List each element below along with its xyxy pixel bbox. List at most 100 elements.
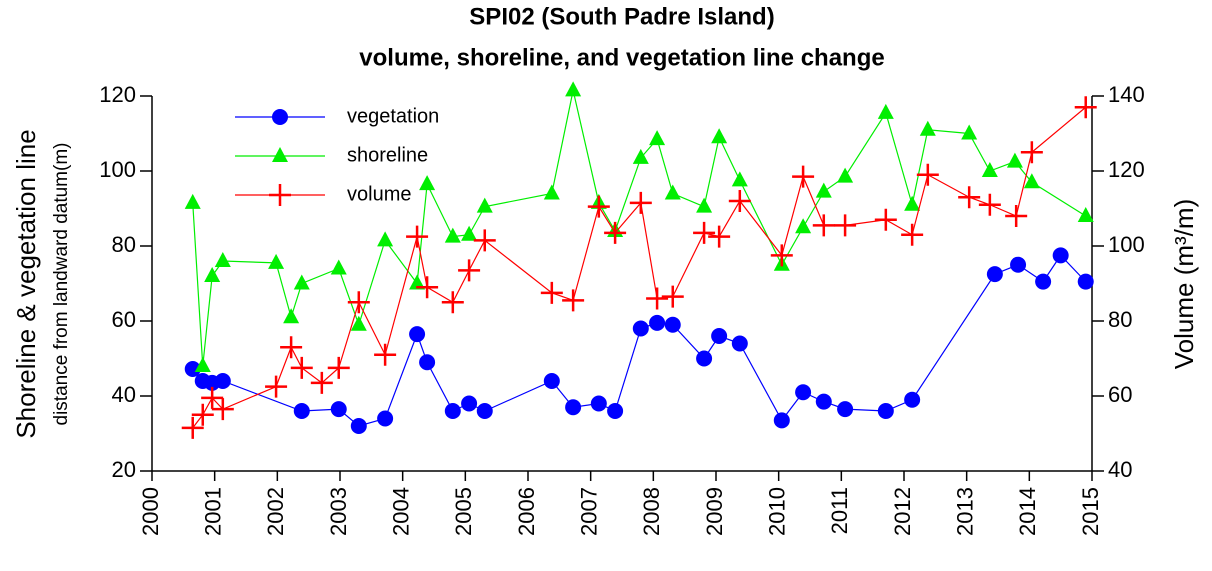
point — [874, 208, 897, 231]
point — [444, 403, 461, 419]
point — [696, 350, 713, 367]
series-line — [192, 254, 1087, 427]
x-tick-label: 2007 — [576, 487, 601, 536]
point — [649, 130, 666, 146]
point — [416, 276, 439, 299]
x-tick-label: 2012 — [890, 487, 915, 536]
point — [661, 285, 684, 308]
y-tick-label: 20 — [112, 457, 136, 482]
x-tick-label: 2005 — [451, 487, 476, 536]
point — [184, 193, 201, 209]
point — [877, 403, 894, 419]
point — [409, 274, 426, 290]
point — [562, 289, 585, 312]
point — [837, 401, 854, 418]
chart-title: volume, shoreline, and vegetation line c… — [359, 44, 884, 71]
point — [310, 371, 333, 394]
point — [409, 326, 426, 343]
y2-axis-label: Volume (m³/m) — [1169, 199, 1199, 369]
point — [214, 373, 231, 389]
point — [419, 175, 436, 191]
point — [327, 356, 350, 379]
point — [632, 320, 649, 337]
x-tick-label: 2014 — [1015, 487, 1040, 536]
point — [632, 148, 649, 164]
point — [770, 244, 793, 267]
point — [565, 81, 582, 97]
y2-tick-label: 80 — [1108, 307, 1132, 332]
point — [280, 336, 303, 359]
point — [406, 225, 429, 248]
point — [604, 221, 627, 244]
point — [728, 190, 751, 212]
point — [664, 184, 681, 200]
point — [649, 314, 666, 331]
y2-tick-label: 120 — [1108, 157, 1145, 182]
point — [904, 195, 921, 211]
point — [565, 399, 582, 416]
x-tick-label: 2015 — [1078, 487, 1103, 536]
point — [461, 395, 478, 412]
point — [815, 182, 832, 198]
y-tick-label: 100 — [99, 157, 136, 182]
y-tick-label: 60 — [112, 307, 136, 332]
point — [377, 231, 394, 247]
point — [629, 191, 652, 214]
point — [214, 252, 231, 267]
point — [1077, 273, 1094, 290]
point — [283, 308, 300, 324]
y-tick-label: 120 — [99, 82, 136, 107]
point — [877, 103, 894, 119]
point — [837, 167, 854, 183]
legend-label: shoreline — [347, 144, 428, 166]
point — [1020, 141, 1043, 164]
point — [693, 221, 716, 244]
point — [1077, 207, 1094, 222]
legend-label: volume — [347, 183, 411, 205]
x-tick-label: 2010 — [764, 487, 789, 536]
point — [961, 124, 978, 140]
y-tick-label: 40 — [112, 382, 136, 407]
point — [815, 393, 832, 410]
y2-tick-label: 140 — [1108, 82, 1145, 107]
point — [1052, 247, 1069, 264]
point — [795, 384, 812, 401]
x-tick-label: 2008 — [639, 487, 664, 536]
point — [590, 395, 607, 412]
chart-title: SPI02 (South Padre Island) — [469, 3, 774, 30]
x-tick-label: 2009 — [702, 487, 727, 536]
point — [293, 403, 310, 419]
point — [834, 214, 857, 237]
point — [204, 267, 221, 282]
x-tick-label: 2003 — [326, 487, 351, 536]
point — [708, 225, 731, 248]
point — [290, 356, 313, 379]
point — [268, 253, 285, 269]
point — [664, 316, 681, 333]
x-tick-label: 2006 — [514, 487, 539, 536]
point — [543, 184, 560, 200]
point — [350, 315, 367, 331]
point — [377, 410, 394, 427]
point — [347, 291, 370, 314]
point — [194, 357, 211, 372]
point — [711, 128, 728, 144]
point — [476, 403, 493, 419]
point — [441, 291, 464, 314]
point — [981, 162, 998, 177]
point — [587, 195, 610, 218]
series-line — [192, 106, 1087, 429]
point — [419, 354, 436, 371]
point — [374, 343, 397, 366]
point — [293, 274, 310, 290]
x-tick-label: 2002 — [263, 487, 288, 536]
legend-label: vegetation — [347, 105, 439, 127]
point — [1074, 96, 1097, 119]
point — [350, 418, 367, 434]
x-tick-label: 2000 — [138, 487, 163, 536]
point — [812, 214, 835, 237]
point — [181, 416, 204, 439]
point — [458, 259, 481, 282]
point — [473, 229, 496, 252]
